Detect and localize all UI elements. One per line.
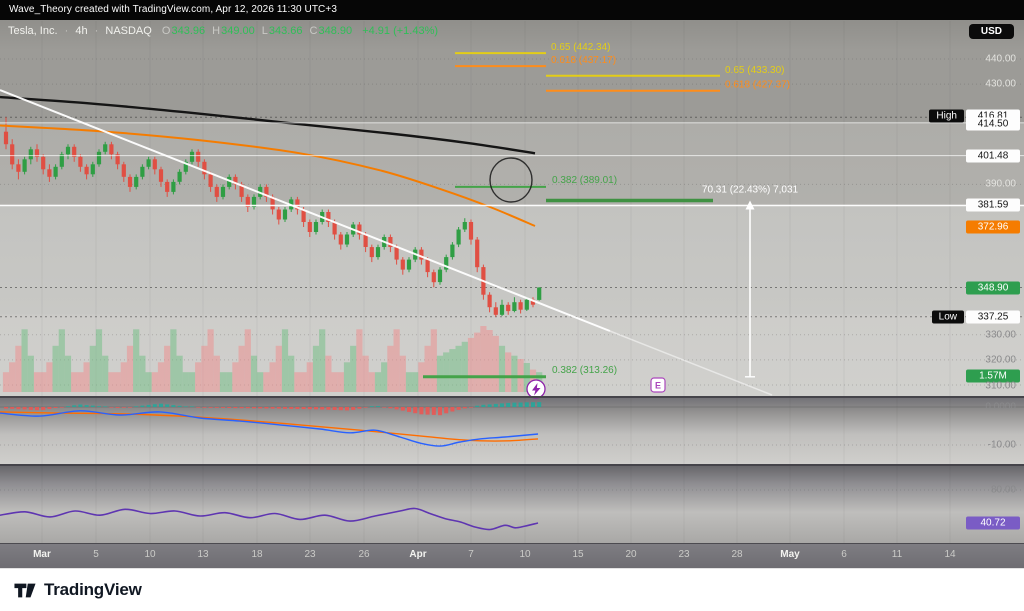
ohlc-value: 348.90 <box>318 25 353 37</box>
legend-separator: · <box>94 25 99 37</box>
ohlc-value: 343.96 <box>171 25 206 37</box>
time-axis-label: 10 <box>519 549 531 560</box>
chart-canvas[interactable]: 0.65 (442.34) 0.618 (437.17) 0.65 (433.30)… <box>0 0 1024 543</box>
time-scale[interactable]: Mar 5 10 13 18 23 26 Apr 7 10 15 20 23 28 May 6 11 14 <box>0 543 1024 568</box>
black-ma-line <box>0 95 536 155</box>
time-axis-label: 10 <box>144 549 156 560</box>
price-range-label: 70.31 (22.43%) 7,031 <box>702 185 799 196</box>
panel-separator[interactable] <box>0 396 1024 398</box>
time-axis-label: Mar <box>33 549 51 560</box>
fib-label-green: 0.382 (389.01) <box>552 175 617 186</box>
ohlc-values: O343.96 H349.00 L343.66 C348.90 <box>155 25 352 37</box>
fib-label: 0.65 (442.34) <box>551 42 611 53</box>
footer-bar: TradingView <box>0 568 1024 611</box>
candlesticks <box>3 117 542 317</box>
ohlc-key: C <box>309 25 318 37</box>
panel-separator[interactable] <box>0 464 1024 466</box>
fib-label: 0.618 (437.17) <box>551 55 616 66</box>
rsi-panel <box>0 466 1024 543</box>
time-axis-label: 23 <box>304 549 316 560</box>
fib-label: 0.618 (427.37) <box>725 80 790 91</box>
attribution-bar: Wave_Theory created with TradingView.com… <box>0 0 1024 20</box>
attribution-text: Wave_Theory created with TradingView.com… <box>9 4 337 15</box>
highlight-circle <box>489 157 533 203</box>
ohlc-key: H <box>212 25 221 37</box>
macd-panel <box>0 398 1024 464</box>
time-axis-label: 6 <box>841 549 847 560</box>
fib-label-green: 0.382 (313.26) <box>552 365 617 376</box>
volume-histogram <box>2 326 543 392</box>
currency-badge[interactable]: USD <box>968 24 1014 39</box>
macd-signal-line <box>0 411 539 442</box>
time-axis-label: 14 <box>944 549 956 560</box>
ohlc-key: L <box>261 25 268 37</box>
tradingview-logo[interactable]: TradingView <box>13 579 142 601</box>
time-axis-label: 11 <box>891 549 903 560</box>
macd-plot <box>0 402 1024 447</box>
time-axis-label: 18 <box>251 549 263 560</box>
earnings-marker-icon[interactable] <box>650 377 666 393</box>
tradingview-brand-text: TradingView <box>44 580 142 599</box>
trendline <box>0 89 611 332</box>
time-axis-label: 13 <box>197 549 209 560</box>
symbol-legend[interactable]: Tesla, Inc. · 4h · NASDAQ O343.96 H349.00… <box>8 25 438 37</box>
time-axis-label: May <box>780 549 800 560</box>
time-axis-label: 26 <box>358 549 370 560</box>
time-axis-label: 20 <box>625 549 637 560</box>
svg-text:E: E <box>655 381 661 391</box>
time-axis-label: 5 <box>93 549 99 560</box>
fib-label: 0.65 (433.30) <box>725 65 785 76</box>
interval-label[interactable]: 4h <box>75 25 88 37</box>
time-axis-label: 23 <box>678 549 690 560</box>
legend-separator: · <box>64 25 69 37</box>
ohlc-key: O <box>161 25 171 37</box>
time-axis-label: Apr <box>409 549 427 560</box>
ohlc-value: 349.00 <box>221 25 255 37</box>
time-axis-label: 28 <box>731 549 743 560</box>
ohlc-value: 343.66 <box>268 25 303 37</box>
macd-line <box>0 410 539 447</box>
symbol-name[interactable]: Tesla, Inc. <box>8 25 58 37</box>
exchange-label: NASDAQ <box>105 25 152 37</box>
rsi-plot <box>0 489 1024 531</box>
time-axis-label: 7 <box>468 549 474 560</box>
time-axis-label: 15 <box>572 549 584 560</box>
drawings[interactable]: 0.65 (442.34) 0.618 (437.17) 0.65 (433.30)… <box>0 42 1024 399</box>
tradingview-logo-icon <box>14 583 36 598</box>
orange-ma-line <box>0 124 536 227</box>
price-change: +4.91 (+1.43%) <box>362 25 439 37</box>
rsi-line <box>0 507 539 531</box>
